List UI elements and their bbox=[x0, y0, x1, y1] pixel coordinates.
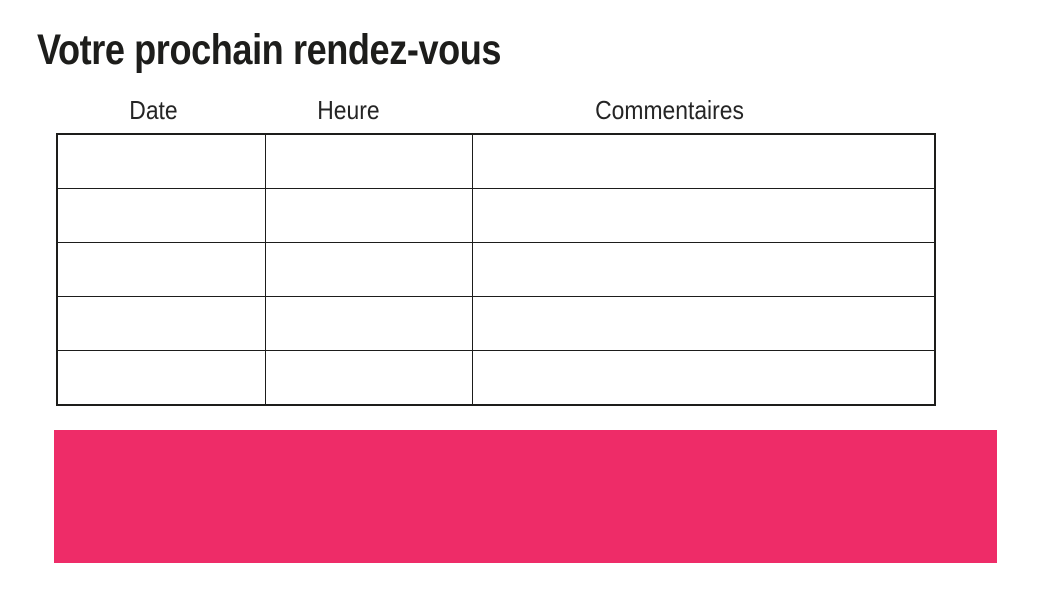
column-header-commentaires-cell: Commentaires bbox=[445, 95, 894, 126]
table-row bbox=[56, 296, 936, 351]
cell-heure bbox=[265, 133, 473, 189]
highlight-banner bbox=[54, 430, 997, 563]
column-header-commentaires: Commentaires bbox=[595, 95, 744, 125]
column-header-heure-cell: Heure bbox=[251, 95, 445, 126]
cell-date bbox=[56, 188, 266, 243]
cell-commentaires bbox=[472, 242, 936, 297]
column-header-date-cell: Date bbox=[56, 95, 251, 126]
column-header-heure: Heure bbox=[316, 95, 380, 125]
table-row bbox=[56, 188, 936, 243]
cell-heure bbox=[265, 296, 473, 351]
cell-commentaires bbox=[472, 296, 936, 351]
cell-heure bbox=[265, 350, 473, 406]
table-row bbox=[56, 242, 936, 297]
cell-date bbox=[56, 296, 266, 351]
cell-commentaires bbox=[472, 188, 936, 243]
appointments-table bbox=[56, 133, 936, 406]
cell-commentaires bbox=[472, 133, 936, 189]
cell-heure bbox=[265, 188, 473, 243]
column-header-date: Date bbox=[129, 95, 178, 125]
table-row bbox=[56, 133, 936, 189]
cell-date bbox=[56, 350, 266, 406]
cell-commentaires bbox=[472, 350, 936, 406]
cell-date bbox=[56, 133, 266, 189]
cell-heure bbox=[265, 242, 473, 297]
table-row bbox=[56, 350, 936, 406]
table-header-row: Date Heure Commentaires bbox=[56, 92, 894, 126]
cell-date bbox=[56, 242, 266, 297]
page-title: Votre prochain rendez-vous bbox=[37, 26, 502, 74]
